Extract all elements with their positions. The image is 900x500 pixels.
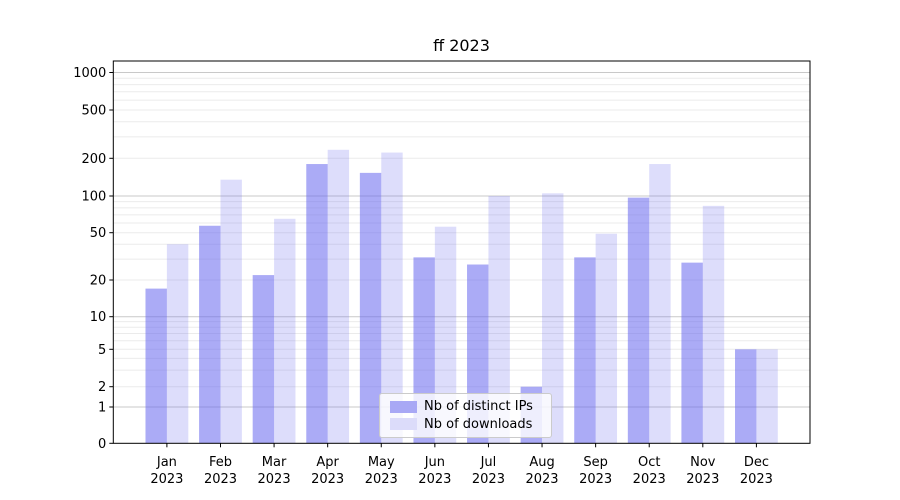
- x-tick-label-year: 2023: [579, 472, 612, 487]
- legend-item-downloads: Nb of downloads: [390, 417, 541, 432]
- x-tick-label-year: 2023: [740, 472, 773, 487]
- x-tick-label-month: Mar: [262, 455, 287, 470]
- y-tick-label: 2: [98, 380, 106, 395]
- bar-distinct-ips: [145, 288, 167, 444]
- bar-distinct-ips: [252, 275, 275, 444]
- x-tick-label-year: 2023: [258, 472, 291, 487]
- x-tick-label-month: Sep: [583, 455, 608, 470]
- x-tick-label-month: Apr: [316, 455, 339, 470]
- chart-title: ff 2023: [433, 36, 490, 55]
- x-tick-label-year: 2023: [311, 472, 344, 487]
- legend: Nb of distinct IPs Nb of downloads: [379, 393, 552, 438]
- x-tick-label-month: Aug: [529, 455, 554, 470]
- bar-downloads: [488, 196, 510, 444]
- axes-frame: [112, 60, 811, 444]
- bar-downloads: [756, 349, 778, 444]
- x-tick-label-month: Jun: [424, 455, 445, 470]
- y-tick-label: 10: [90, 310, 107, 325]
- x-tick-label-year: 2023: [633, 472, 666, 487]
- bar-downloads: [649, 164, 671, 444]
- bar-distinct-ips: [735, 349, 757, 444]
- y-tick-label: 200: [81, 152, 106, 167]
- x-tick-label-year: 2023: [150, 472, 183, 487]
- bar-downloads: [220, 179, 242, 444]
- bar-distinct-ips: [627, 197, 650, 444]
- bar-downloads: [434, 226, 457, 444]
- y-tick-label: 1: [98, 401, 106, 416]
- bar-distinct-ips: [681, 262, 703, 444]
- y-tick-label: 1000: [73, 66, 106, 81]
- x-tick-label-month: Oct: [638, 455, 660, 470]
- bar-downloads: [542, 193, 564, 444]
- bar-distinct-ips: [359, 172, 382, 444]
- bar-distinct-ips: [199, 225, 221, 444]
- bar-downloads: [327, 149, 350, 444]
- x-tick-label-year: 2023: [365, 472, 398, 487]
- legend-label-downloads: Nb of downloads: [424, 416, 533, 432]
- bar-downloads: [166, 244, 189, 444]
- x-tick-label-month: Jul: [480, 455, 497, 470]
- y-tick-label: 0: [98, 437, 106, 452]
- x-tick-label-month: Feb: [209, 455, 232, 470]
- x-tick-label-month: May: [368, 455, 395, 470]
- legend-label-distinct-ips: Nb of distinct IPs: [424, 399, 533, 415]
- y-tick-label: 50: [90, 226, 107, 241]
- bar-downloads: [702, 205, 725, 444]
- bar-downloads: [595, 233, 618, 444]
- y-tick-label: 5: [98, 343, 106, 358]
- bar-downloads: [381, 152, 403, 444]
- y-tick-label: 20: [90, 274, 107, 289]
- x-tick-label-month: Dec: [744, 455, 769, 470]
- x-tick-label-year: 2023: [204, 472, 237, 487]
- x-tick-label-year: 2023: [472, 472, 505, 487]
- bar-distinct-ips: [574, 257, 596, 444]
- y-tick-label: 500: [81, 104, 106, 119]
- bar-distinct-ips: [306, 164, 328, 444]
- legend-item-distinct-ips: Nb of distinct IPs: [390, 399, 541, 414]
- y-tick-label: 100: [81, 190, 106, 205]
- x-tick-label-month: Jan: [156, 455, 177, 470]
- legend-swatch-downloads: [390, 418, 417, 431]
- x-tick-label-year: 2023: [525, 472, 558, 487]
- x-tick-label-year: 2023: [418, 472, 451, 487]
- bar-downloads: [274, 218, 296, 444]
- legend-swatch-distinct-ips: [390, 400, 417, 413]
- x-tick-label-month: Nov: [690, 455, 716, 470]
- x-tick-label-year: 2023: [686, 472, 719, 487]
